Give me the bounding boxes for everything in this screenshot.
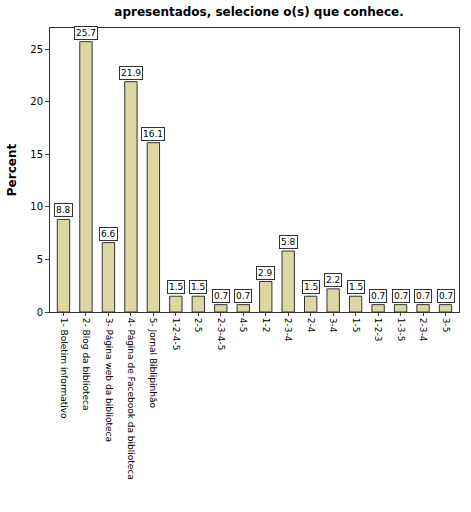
- svg-text:1-5: 1-5: [351, 318, 361, 333]
- svg-text:0.7: 0.7: [394, 291, 408, 301]
- svg-text:4- Página de Facebook da bibli: 4- Página de Facebook da biblioteca: [126, 318, 136, 480]
- svg-text:0.7: 0.7: [439, 291, 453, 301]
- svg-text:10: 10: [30, 201, 43, 212]
- svg-text:2-5: 2-5: [193, 318, 203, 333]
- svg-text:2.9: 2.9: [258, 268, 273, 278]
- svg-text:0: 0: [37, 307, 43, 318]
- svg-text:15: 15: [30, 149, 43, 160]
- svg-text:0.7: 0.7: [371, 291, 385, 301]
- svg-text:1.5: 1.5: [191, 282, 205, 292]
- svg-text:2-3-4-5: 2-3-4-5: [216, 318, 226, 351]
- svg-text:2-3-4: 2-3-4: [418, 318, 428, 342]
- svg-text:20: 20: [30, 96, 43, 107]
- svg-text:25: 25: [30, 44, 43, 55]
- svg-text:3-5: 3-5: [441, 318, 451, 333]
- svg-text:apresentados, selecione o(s) q: apresentados, selecione o(s) que conhece…: [114, 5, 403, 19]
- svg-text:1.5: 1.5: [169, 282, 183, 292]
- svg-text:3- Página web da biblioteca: 3- Página web da biblioteca: [104, 318, 114, 442]
- svg-text:0.7: 0.7: [416, 291, 430, 301]
- svg-text:1-2-3: 1-2-3: [373, 318, 383, 342]
- svg-text:2.2: 2.2: [326, 275, 340, 285]
- svg-text:5.8: 5.8: [281, 237, 296, 247]
- svg-text:21.9: 21.9: [121, 68, 141, 78]
- svg-text:16.1: 16.1: [143, 129, 163, 139]
- svg-text:5- Jornal Biblipinhão: 5- Jornal Biblipinhão: [148, 318, 158, 409]
- svg-text:1-3-5: 1-3-5: [396, 318, 406, 342]
- svg-text:2- Blog da biblioteca: 2- Blog da biblioteca: [81, 318, 91, 411]
- svg-text:Percent: Percent: [5, 144, 19, 197]
- svg-text:2-4: 2-4: [306, 318, 316, 333]
- svg-text:4-5: 4-5: [238, 318, 248, 333]
- svg-text:25.7: 25.7: [76, 28, 96, 38]
- svg-text:2-3-4: 2-3-4: [283, 318, 293, 342]
- svg-text:1-2-4-5: 1-2-4-5: [171, 318, 181, 351]
- svg-text:0.7: 0.7: [214, 291, 228, 301]
- svg-text:3-4: 3-4: [328, 318, 338, 333]
- svg-text:1- Boletim informativo: 1- Boletim informativo: [59, 318, 69, 419]
- svg-text:6.6: 6.6: [101, 229, 116, 239]
- svg-text:5: 5: [37, 254, 43, 265]
- svg-text:0.7: 0.7: [236, 291, 250, 301]
- svg-text:8.8: 8.8: [56, 205, 71, 215]
- svg-text:1.5: 1.5: [304, 282, 318, 292]
- svg-text:1-2: 1-2: [261, 318, 271, 333]
- svg-text:1.5: 1.5: [349, 282, 363, 292]
